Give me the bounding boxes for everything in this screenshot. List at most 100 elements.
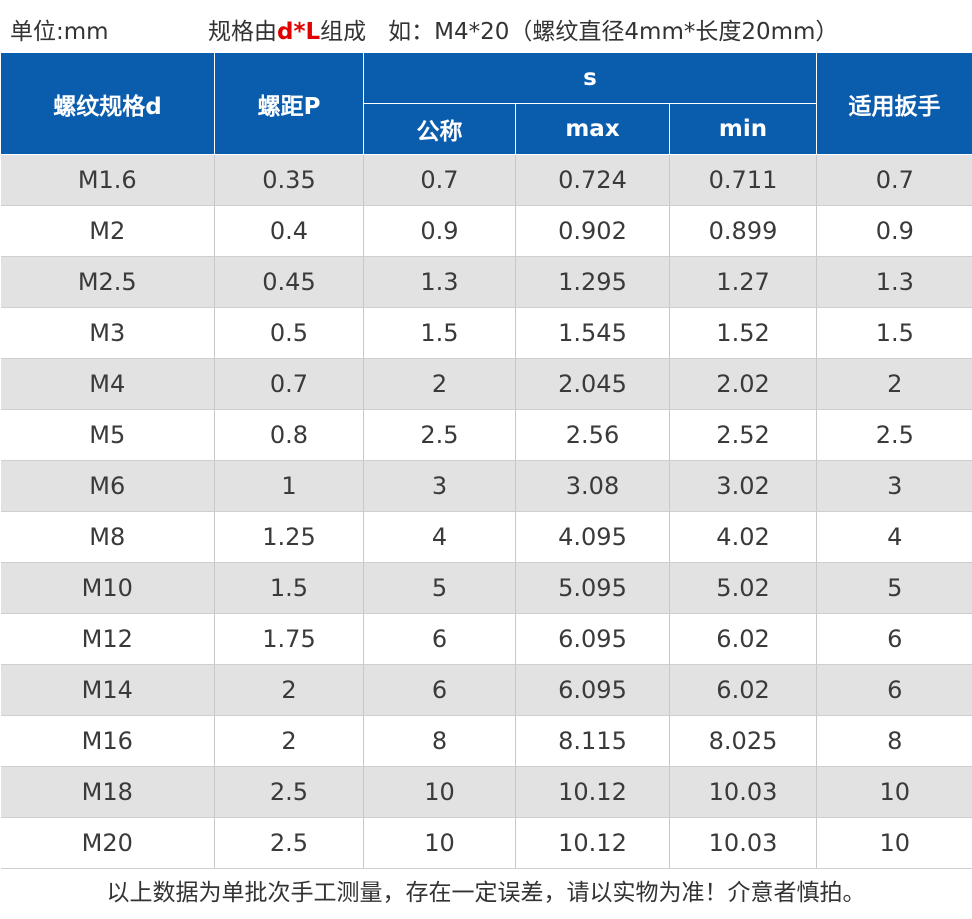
s-nominal-cell: 10 <box>363 766 516 818</box>
thread-spec-cell: M8 <box>0 511 215 563</box>
thread-spec-cell: M6 <box>0 460 215 512</box>
thread-spec-cell: M3 <box>0 307 215 359</box>
wrench-cell: 6 <box>816 613 972 665</box>
pitch-cell: 2 <box>214 715 364 767</box>
s-nominal-cell: 1.5 <box>363 307 516 359</box>
s-min-cell: 0.711 <box>668 154 818 206</box>
s-nominal-cell: 0.7 <box>363 154 516 206</box>
table-row: M1.6 0.35 0.7 0.724 0.711 0.7 <box>0 154 972 206</box>
s-min-cell: 5.02 <box>668 562 818 614</box>
col-header-s-min: min <box>668 103 818 155</box>
table-row: M2.5 0.45 1.3 1.295 1.27 1.3 <box>0 256 972 308</box>
s-max-cell: 6.095 <box>515 613 670 665</box>
wrench-cell: 5 <box>816 562 972 614</box>
col-header-pitch: 螺距P <box>214 52 364 155</box>
spec-prefix: 规格由 <box>208 19 277 45</box>
wrench-cell: 0.7 <box>816 154 972 206</box>
s-nominal-cell: 5 <box>363 562 516 614</box>
thread-spec-cell: M2 <box>0 205 215 257</box>
s-min-cell: 6.02 <box>668 613 818 665</box>
s-nominal-cell: 8 <box>363 715 516 767</box>
s-max-cell: 2.56 <box>515 409 670 461</box>
wrench-cell: 8 <box>816 715 972 767</box>
thread-spec-cell: M18 <box>0 766 215 818</box>
pitch-cell: 2.5 <box>214 817 364 869</box>
s-min-cell: 2.02 <box>668 358 818 410</box>
spec-example: 如：M4*20（螺纹直径4mm*长度20mm） <box>388 19 839 45</box>
table-row: M4 0.7 2 2.045 2.02 2 <box>0 358 972 410</box>
footer-disclaimer: 以上数据为单批次手工测量，存在一定误差，请以实物为准！介意者慎拍。 <box>106 880 866 906</box>
s-min-cell: 3.02 <box>668 460 818 512</box>
s-nominal-cell: 10 <box>363 817 516 869</box>
s-min-cell: 1.27 <box>668 256 818 308</box>
thread-spec-cell: M20 <box>0 817 215 869</box>
pitch-cell: 2.5 <box>214 766 364 818</box>
s-min-cell: 4.02 <box>668 511 818 563</box>
s-min-cell: 10.03 <box>668 817 818 869</box>
wrench-cell: 0.9 <box>816 205 972 257</box>
unit-label: 单位:mm <box>10 19 109 45</box>
s-max-cell: 10.12 <box>515 817 670 869</box>
wrench-cell: 2.5 <box>816 409 972 461</box>
spec-table-body: M1.6 0.35 0.7 0.724 0.711 0.7 M2 0.4 0.9 0.902 0.8… <box>0 154 972 869</box>
header-line: 单位:mm 规格由d*L组成 如：M4*20（螺纹直径4mm*长度20mm） <box>0 0 972 52</box>
wrench-cell: 3 <box>816 460 972 512</box>
spec-format-note: 规格由d*L组成 如：M4*20（螺纹直径4mm*长度20mm） <box>208 12 838 46</box>
s-max-cell: 3.08 <box>515 460 670 512</box>
s-nominal-cell: 2.5 <box>363 409 516 461</box>
s-max-cell: 5.095 <box>515 562 670 614</box>
s-nominal-cell: 4 <box>363 511 516 563</box>
s-max-cell: 0.724 <box>515 154 670 206</box>
pitch-cell: 1.75 <box>214 613 364 665</box>
col-header-wrench: 适用扳手 <box>816 52 972 155</box>
col-header-s-group: s <box>362 52 818 104</box>
table-row: M14 2 6 6.095 6.02 6 <box>0 664 972 716</box>
pitch-cell: 1 <box>214 460 364 512</box>
s-nominal-cell: 6 <box>363 664 516 716</box>
thread-spec-cell: M5 <box>0 409 215 461</box>
s-min-cell: 10.03 <box>668 766 818 818</box>
s-max-cell: 6.095 <box>515 664 670 716</box>
s-min-cell: 6.02 <box>668 664 818 716</box>
s-max-cell: 4.095 <box>515 511 670 563</box>
thread-spec-cell: M1.6 <box>0 154 215 206</box>
table-row: M18 2.5 10 10.12 10.03 10 <box>0 766 972 818</box>
pitch-cell: 0.4 <box>214 205 364 257</box>
s-max-cell: 1.545 <box>515 307 670 359</box>
wrench-cell: 10 <box>816 817 972 869</box>
wrench-cell: 2 <box>816 358 972 410</box>
pitch-cell: 2 <box>214 664 364 716</box>
s-max-cell: 8.115 <box>515 715 670 767</box>
table-row: M12 1.75 6 6.095 6.02 6 <box>0 613 972 665</box>
pitch-cell: 0.35 <box>214 154 364 206</box>
spec-highlight: d*L <box>277 19 321 45</box>
table-row: M2 0.4 0.9 0.902 0.899 0.9 <box>0 205 972 257</box>
table-row: M16 2 8 8.115 8.025 8 <box>0 715 972 767</box>
col-header-s-nominal: 公称 <box>363 103 516 155</box>
s-min-cell: 2.52 <box>668 409 818 461</box>
s-nominal-cell: 6 <box>363 613 516 665</box>
pitch-cell: 0.7 <box>214 358 364 410</box>
s-max-cell: 2.045 <box>515 358 670 410</box>
wrench-cell: 1.5 <box>816 307 972 359</box>
table-row: M8 1.25 4 4.095 4.02 4 <box>0 511 972 563</box>
thread-spec-cell: M2.5 <box>0 256 215 308</box>
s-nominal-cell: 2 <box>363 358 516 410</box>
pitch-cell: 1.5 <box>214 562 364 614</box>
col-header-s-max: max <box>515 103 670 155</box>
s-nominal-cell: 3 <box>363 460 516 512</box>
wrench-cell: 4 <box>816 511 972 563</box>
thread-spec-cell: M12 <box>0 613 215 665</box>
thread-spec-cell: M14 <box>0 664 215 716</box>
pitch-cell: 0.5 <box>214 307 364 359</box>
wrench-cell: 6 <box>816 664 972 716</box>
table-row: M20 2.5 10 10.12 10.03 10 <box>0 817 972 869</box>
s-max-cell: 10.12 <box>515 766 670 818</box>
pitch-cell: 0.45 <box>214 256 364 308</box>
thread-spec-cell: M16 <box>0 715 215 767</box>
table-row: M10 1.5 5 5.095 5.02 5 <box>0 562 972 614</box>
spec-table: 螺纹规格d 螺距P s 适用扳手 公称 max min M1.6 0.35 0.7 0… <box>0 52 972 869</box>
thread-spec-cell: M10 <box>0 562 215 614</box>
s-min-cell: 8.025 <box>668 715 818 767</box>
s-max-cell: 1.295 <box>515 256 670 308</box>
